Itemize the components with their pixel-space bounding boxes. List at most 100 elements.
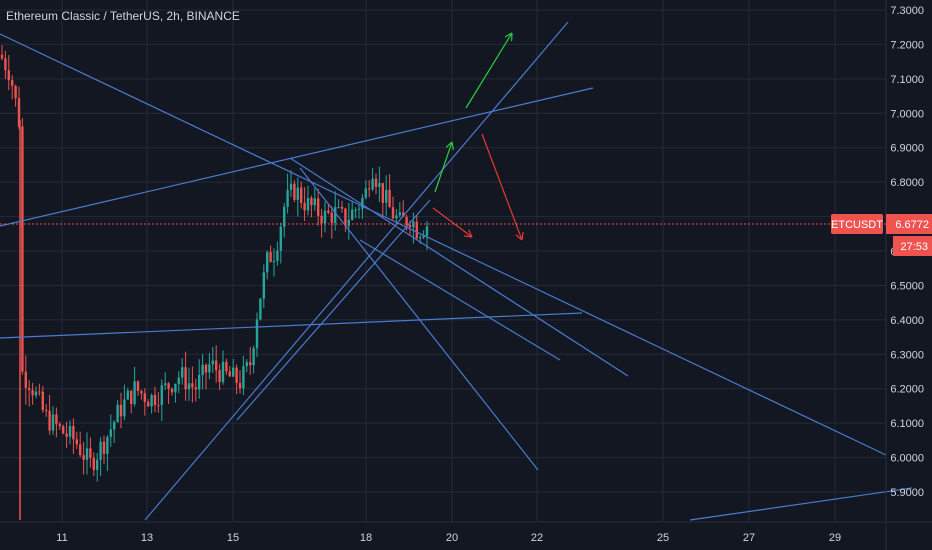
candle-body [320, 215, 323, 224]
candle-body [283, 206, 286, 227]
trendline-layer [0, 21, 913, 521]
candle-body [242, 366, 245, 389]
candle-body [245, 362, 248, 367]
candle-body [279, 226, 282, 251]
candle-body [357, 208, 361, 210]
candle-body [187, 383, 191, 390]
arrow-head [451, 141, 454, 150]
candle-body [221, 361, 225, 383]
arrow-head [468, 229, 473, 238]
candle-body [119, 404, 123, 417]
y-tick-label: 6.1000 [890, 418, 924, 430]
candle-body [402, 212, 405, 217]
candle-body [337, 206, 340, 208]
trendline[interactable] [359, 239, 561, 361]
candle-body [368, 188, 371, 190]
arrow-shaft[interactable] [434, 141, 453, 193]
candle-body [153, 394, 157, 406]
y-tick-label: 6.3000 [890, 349, 924, 361]
trendline[interactable] [0, 33, 887, 456]
trendline[interactable] [236, 199, 431, 421]
x-tick-label: 18 [360, 532, 372, 544]
candle-body [262, 272, 265, 299]
candle-body [136, 381, 140, 391]
candle-body [303, 202, 306, 211]
countdown-label: 27:53 [900, 241, 928, 253]
trendline[interactable] [0, 87, 594, 227]
candle-body [191, 383, 194, 388]
x-tick-label: 27 [743, 532, 755, 544]
candle-body [340, 206, 344, 209]
candle-body [51, 414, 55, 431]
candle-body [113, 422, 116, 430]
candle-body [170, 388, 174, 393]
candle-body [72, 425, 75, 440]
y-tick-label: 6.4000 [890, 315, 924, 327]
candle-body [82, 455, 85, 460]
candle-body [38, 391, 41, 393]
candle-body [317, 198, 320, 216]
candle-body [252, 348, 255, 366]
candle-body [102, 441, 106, 454]
candle-body [55, 414, 58, 425]
candle-body [126, 390, 129, 400]
trendline[interactable] [289, 157, 629, 377]
arrow-shaft[interactable] [465, 32, 513, 109]
candle-layer [0, 45, 429, 520]
candle-body [381, 183, 384, 203]
candle-body [391, 207, 395, 219]
candle-body [330, 212, 333, 223]
candle-body [21, 126, 24, 372]
candle-body [48, 410, 51, 431]
candle-body [293, 183, 296, 200]
candle-body [296, 187, 299, 200]
candle-body [184, 367, 187, 390]
candle-body [228, 371, 231, 377]
arrow-layer [432, 32, 524, 241]
x-tick-label: 29 [829, 532, 841, 544]
candle-body [174, 383, 177, 393]
candle-body [157, 405, 160, 407]
y-tick-label: 6.8000 [890, 177, 924, 189]
arrow-head [521, 231, 524, 241]
x-tick-label: 25 [657, 532, 669, 544]
trendline[interactable] [0, 312, 583, 339]
candle-body [92, 457, 95, 470]
candle-body [266, 252, 269, 273]
trendline[interactable] [299, 167, 539, 471]
arrow-shaft[interactable] [432, 207, 473, 238]
candle-body [238, 382, 242, 389]
candle-body [306, 197, 310, 211]
candle-body [327, 210, 330, 213]
candle-body [378, 183, 381, 187]
candle-body [398, 212, 401, 216]
candle-body [259, 298, 262, 320]
candle-body [75, 439, 78, 445]
candle-body [0, 54, 4, 59]
candle-body [422, 235, 425, 238]
time-axis: 11 13 15 18 20 22 25 27 29 [56, 532, 841, 544]
candle-body [204, 364, 208, 373]
candle-body [177, 377, 180, 384]
candle-body [215, 360, 218, 371]
candle-body [289, 183, 293, 190]
candle-body [34, 391, 38, 396]
candle-body [109, 429, 112, 437]
arrow-shaft[interactable] [481, 133, 523, 241]
candle-body [68, 425, 72, 437]
candle-body [89, 448, 92, 458]
symbol-tag [831, 214, 883, 234]
arrow-head [463, 235, 473, 238]
candle-body [123, 399, 126, 417]
candle-body [388, 189, 391, 208]
candle-body [395, 215, 398, 219]
candle-body [232, 367, 235, 377]
candle-body [130, 390, 133, 405]
y-tick-label: 7.0000 [890, 108, 924, 120]
trendline[interactable] [144, 21, 569, 521]
trendline[interactable] [689, 487, 913, 521]
candle-body [415, 221, 418, 239]
